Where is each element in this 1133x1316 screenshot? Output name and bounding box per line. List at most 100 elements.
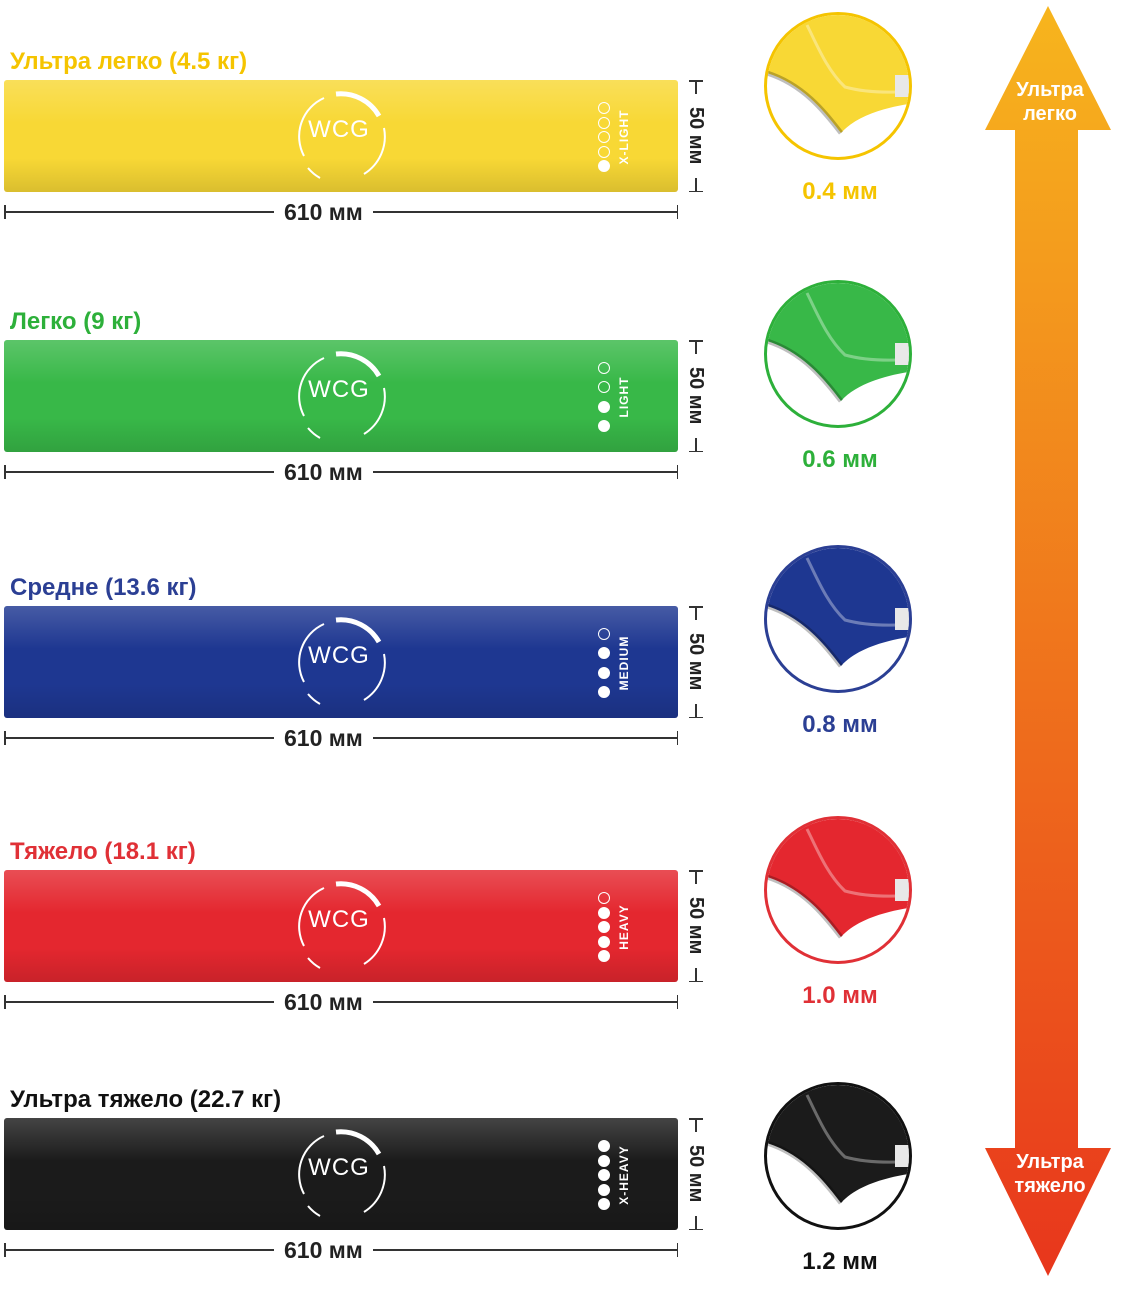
thickness-label: 1.2 мм [802, 1248, 878, 1275]
level-dot-empty-icon [598, 628, 610, 640]
logo-text: WCG [308, 642, 370, 669]
level-dot-filled-icon [598, 685, 610, 698]
wcg-logo: WCG [284, 346, 404, 446]
resistance-band: WCG X-LIGHT [4, 80, 678, 192]
band-edge-icon [767, 548, 909, 668]
dimension-tick [676, 465, 678, 479]
band-sheen [4, 80, 678, 123]
resistance-band: WCG MEDIUM [4, 606, 678, 718]
band-sheen [4, 1118, 678, 1161]
dimension-tick [689, 80, 703, 82]
level-dot-filled-icon [598, 1198, 610, 1210]
thickness-swatch-icon [764, 280, 912, 428]
width-label: 610 мм [274, 990, 373, 1014]
level-dots [598, 1140, 612, 1210]
band-title: Ультра легко (4.5 кг) [10, 48, 248, 75]
wcg-logo: WCG [284, 612, 404, 712]
level-dot-empty-icon [598, 102, 610, 114]
resistance-level-indicator: X-HEAVY [592, 1140, 632, 1210]
band-title: Тяжело (18.1 кг) [10, 838, 196, 865]
height-label: 50 мм [685, 884, 707, 968]
dimension-tick [676, 1243, 678, 1257]
thickness-label: 1.0 мм [802, 982, 878, 1009]
wcg-logo: WCG [284, 86, 404, 186]
band-title: Средне (13.6 кг) [10, 574, 197, 601]
resistance-level-indicator: LIGHT [592, 362, 632, 432]
logo-ring-icon [298, 881, 386, 969]
level-dot-filled-icon [598, 400, 610, 413]
wcg-logo: WCG [284, 876, 404, 976]
level-dot-empty-icon [598, 381, 610, 394]
logo-text: WCG [308, 116, 370, 143]
level-dot-filled-icon [598, 1140, 610, 1152]
resistance-band: WCG LIGHT [4, 340, 678, 452]
height-label: 50 мм [685, 1132, 707, 1216]
level-dot-filled-icon [598, 1154, 610, 1167]
level-dot-filled-icon [598, 647, 610, 660]
level-dot-filled-icon [598, 1183, 610, 1196]
band-sheen [4, 870, 678, 913]
dimension-tick [689, 870, 703, 872]
band-edge-icon [767, 1085, 909, 1205]
logo-ring-icon [298, 1129, 386, 1217]
band-edge-icon [767, 15, 909, 135]
level-dot-filled-icon [598, 160, 610, 172]
height-label: 50 мм [685, 94, 707, 178]
band-row: Ультра легко (4.5 кг) WCG X-LIGHT 610 мм 50 … [0, 48, 740, 278]
level-dot-empty-icon [598, 145, 610, 158]
dimension-tick [689, 606, 703, 608]
band-edge-icon [767, 819, 909, 939]
height-dimension: 50 мм [684, 80, 708, 192]
level-dot-empty-icon [598, 116, 610, 129]
level-label: X-HEAVY [617, 1145, 631, 1205]
thickness-label: 0.6 мм [802, 446, 878, 473]
scale-bottom-label: Ультра тяжело [990, 1150, 1110, 1198]
dimension-tick [689, 1228, 703, 1230]
width-dimension: 610 мм [4, 460, 678, 484]
dimension-tick [4, 205, 6, 219]
dimension-tick [4, 995, 6, 1009]
logo-ring-icon [298, 351, 386, 439]
thickness-swatch-icon [764, 545, 912, 693]
band-row: Средне (13.6 кг) WCG MEDIUM 610 мм 50 мм [0, 574, 740, 804]
dimension-tick [676, 995, 678, 1009]
logo-text: WCG [308, 1154, 370, 1181]
thickness-swatch-icon [764, 816, 912, 964]
thickness-swatch-icon [764, 1082, 912, 1230]
dimension-tick [689, 980, 703, 982]
level-dot-empty-icon [598, 362, 610, 374]
thickness-swatch-icon [764, 12, 912, 160]
band-row: Тяжело (18.1 кг) WCG HEAVY 610 мм 50 мм [0, 838, 740, 1068]
resistance-level-indicator: MEDIUM [592, 628, 632, 698]
band-shade [4, 1196, 678, 1230]
width-label: 610 мм [274, 1238, 373, 1262]
logo-text: WCG [308, 376, 370, 403]
dimension-tick [689, 340, 703, 342]
logo-ring-icon [298, 91, 386, 179]
dimension-tick [4, 731, 6, 745]
band-row: Легко (9 кг) WCG LIGHT 610 мм 50 мм [0, 308, 740, 538]
level-label: LIGHT [617, 376, 631, 418]
band-sheen [4, 340, 678, 383]
width-dimension: 610 мм [4, 200, 678, 224]
level-dot-filled-icon [598, 906, 610, 919]
height-dimension: 50 мм [684, 606, 708, 718]
scale-bottom-line1: Ультра [1016, 1151, 1084, 1173]
dimension-tick [4, 465, 6, 479]
level-dot-filled-icon [598, 950, 610, 962]
resistance-level-indicator: X-LIGHT [592, 102, 632, 172]
resistance-band: WCG HEAVY [4, 870, 678, 982]
dimension-tick [676, 205, 678, 219]
band-shade [4, 158, 678, 192]
scale-top-line1: Ультра [1016, 79, 1084, 101]
level-dot-filled-icon [598, 419, 610, 432]
height-label: 50 мм [685, 620, 707, 704]
height-dimension: 50 мм [684, 1118, 708, 1230]
band-title: Легко (9 кг) [10, 308, 142, 335]
band-row: Ультра тяжело (22.7 кг) WCG X-HEAVY 610 мм 5… [0, 1086, 740, 1316]
width-dimension: 610 мм [4, 726, 678, 750]
level-dot-filled-icon [598, 921, 610, 933]
band-sheen [4, 606, 678, 649]
dimension-tick [689, 1118, 703, 1120]
width-label: 610 мм [274, 200, 373, 224]
